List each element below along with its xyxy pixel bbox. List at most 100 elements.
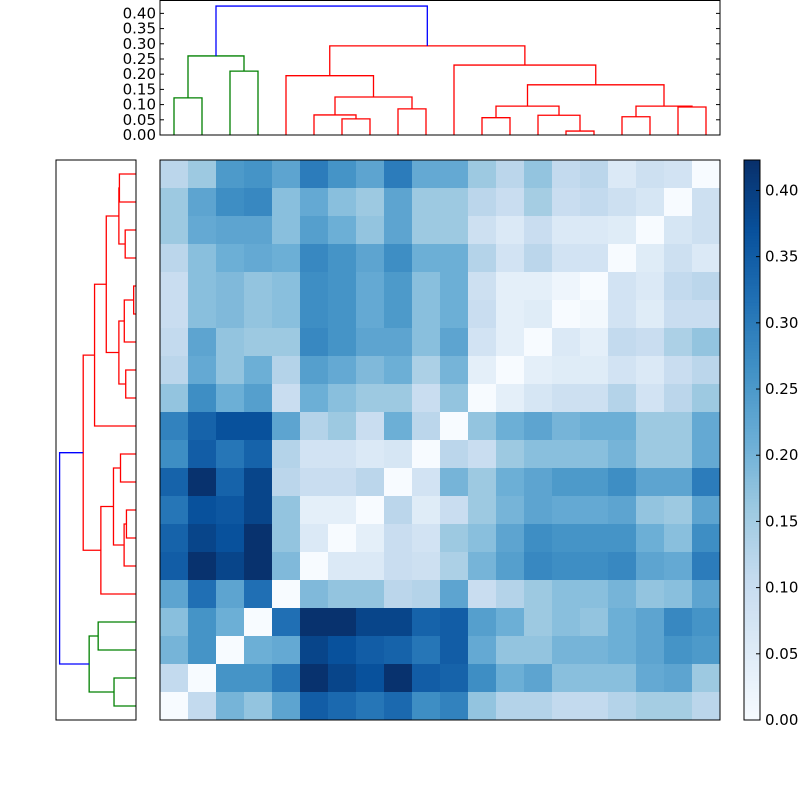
heatmap [159, 159, 721, 721]
heatmap-cell [244, 692, 273, 721]
colorbar-gradient-slice [744, 697, 760, 701]
heatmap-cell [188, 356, 217, 385]
colorbar-gradient-slice [744, 400, 760, 405]
heatmap-cell [524, 440, 553, 469]
colorbar-gradient-slice [744, 168, 760, 172]
heatmap-cell [356, 468, 385, 497]
colorbar-gradient-slice [744, 165, 760, 169]
colorbar-gradient-slice [744, 700, 760, 704]
colorbar-gradient-slice [744, 322, 760, 326]
colorbar-gradient-slice [744, 302, 760, 307]
heatmap-cell [188, 524, 217, 553]
colorbar-gradient-slice [744, 179, 760, 183]
dendrogram-link [125, 369, 136, 399]
heatmap-cell [636, 188, 665, 217]
heatmap-cell [580, 524, 609, 553]
heatmap-cell [636, 664, 665, 693]
colorbar-gradient-slice [744, 384, 760, 388]
colorbar-gradient-slice [744, 644, 760, 648]
y-axis-tick-label: 0.30 [123, 35, 156, 53]
heatmap-cell [216, 692, 245, 721]
heatmap-cell [664, 496, 693, 525]
dendrogram-link [677, 106, 707, 135]
heatmap-cell [356, 384, 385, 413]
heatmap-cell [188, 300, 217, 329]
colorbar-gradient-slice [744, 339, 760, 343]
heatmap-cell [636, 580, 665, 609]
heatmap-cell [664, 440, 693, 469]
heatmap-cell [244, 552, 273, 581]
heatmap-cell [636, 468, 665, 497]
heatmap-cell [664, 608, 693, 637]
dendrogram-link [313, 114, 357, 135]
heatmap-cell [524, 412, 553, 441]
heatmap-cell [580, 496, 609, 525]
heatmap-cell [384, 524, 413, 553]
heatmap-cell [188, 412, 217, 441]
colorbar-gradient-slice [744, 585, 760, 589]
heatmap-cell [580, 664, 609, 693]
heatmap-cell [300, 160, 329, 189]
heatmap-cell [580, 384, 609, 413]
heatmap-cell [272, 664, 301, 693]
heatmap-cell [160, 580, 189, 609]
colorbar-gradient-slice [744, 280, 760, 284]
heatmap-cell [384, 272, 413, 301]
heatmap-cell [468, 384, 497, 413]
heatmap-cell [552, 300, 581, 329]
colorbar-gradient-slice [744, 286, 760, 290]
heatmap-cell [300, 468, 329, 497]
heatmap-cell [496, 356, 525, 385]
heatmap-cell [580, 216, 609, 245]
heatmap-cell [608, 384, 637, 413]
heatmap-cell [412, 636, 441, 665]
y-axis-tick-label: 0.25 [123, 50, 156, 68]
heatmap-cell [608, 664, 637, 693]
heatmap-cell [468, 160, 497, 189]
colorbar-gradient-slice [744, 510, 760, 514]
y-axis-tick-label: 0.40 [123, 4, 156, 22]
heatmap-cell [300, 580, 329, 609]
heatmap-cell [608, 244, 637, 273]
colorbar-gradient-slice [744, 591, 760, 595]
heatmap-cell [692, 608, 721, 637]
colorbar-gradient-slice [744, 193, 760, 197]
heatmap-cell [272, 440, 301, 469]
heatmap-cell [440, 692, 469, 721]
dendrogram-link [285, 75, 375, 135]
heatmap-cell [608, 328, 637, 357]
heatmap-cell [664, 300, 693, 329]
colorbar-gradient-slice [744, 619, 760, 623]
heatmap-cell [216, 552, 245, 581]
heatmap-cell [216, 412, 245, 441]
colorbar-tick-label: 0.25 [765, 380, 798, 398]
heatmap-cell [552, 412, 581, 441]
left-dendrogram [55, 159, 137, 721]
heatmap-cell [524, 468, 553, 497]
heatmap-cell [692, 440, 721, 469]
colorbar-gradient-slice [744, 294, 760, 298]
colorbar-gradient-slice [744, 479, 760, 483]
colorbar-tick-label: 0.05 [765, 645, 798, 663]
heatmap-cell [580, 608, 609, 637]
heatmap-cell [524, 496, 553, 525]
y-axis-tick-label: 0.35 [123, 20, 156, 38]
heatmap-cell [496, 272, 525, 301]
heatmap-cell [272, 636, 301, 665]
heatmap-cell [608, 300, 637, 329]
heatmap-cell [636, 384, 665, 413]
colorbar-gradient-slice [744, 249, 760, 253]
heatmap-cell [552, 328, 581, 357]
heatmap-cell [580, 468, 609, 497]
heatmap-cell [440, 608, 469, 637]
colorbar-gradient-slice [744, 680, 760, 685]
dendrogram-link [105, 215, 119, 354]
heatmap-cell [608, 272, 637, 301]
colorbar-gradient-slice [744, 675, 760, 679]
heatmap-cell [552, 160, 581, 189]
colorbar-gradient-slice [744, 434, 760, 438]
colorbar-gradient-slice [744, 291, 760, 295]
heatmap-cell [356, 188, 385, 217]
colorbar-gradient-slice [744, 333, 760, 337]
heatmap-cell [244, 608, 273, 637]
